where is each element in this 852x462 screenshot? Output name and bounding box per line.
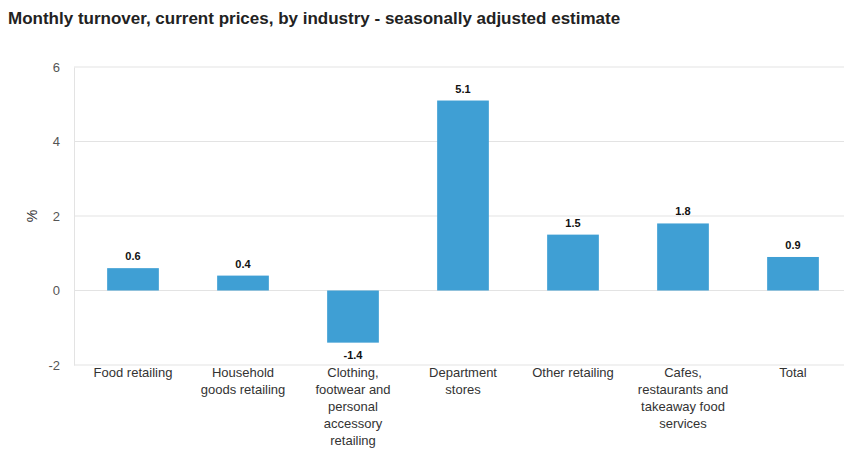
bar [437, 101, 489, 291]
y-tick-label: 6 [53, 60, 60, 75]
y-tick-label: 4 [53, 134, 60, 149]
x-tick-label-line: footwear and [315, 382, 390, 397]
chart: Monthly turnover, current prices, by ind… [0, 0, 852, 462]
x-tick-label: Total [779, 365, 807, 380]
x-tick-label-line: services [659, 416, 707, 431]
bar [657, 223, 709, 290]
y-tick: 6 [53, 60, 74, 75]
x-tick-label-line: Clothing, [327, 365, 378, 380]
data-label: 1.5 [565, 217, 580, 229]
bar [107, 268, 159, 290]
x-tick-label: Cafes, restaurants and takeaway food servic… [638, 365, 728, 431]
bar [767, 257, 819, 291]
x-tick-label-line: Total [779, 365, 807, 380]
x-tick-label-line: Cafes, [664, 365, 702, 380]
x-axis: Food retailing Household goods retailing Cl… [79, 365, 849, 448]
x-tick: Cafes, restaurants and takeaway food servic… [638, 365, 728, 431]
bar [327, 291, 379, 343]
y-axis: -2 0 2 4 6 [48, 60, 74, 373]
x-tick: Food retailing [94, 365, 173, 380]
bar [547, 235, 599, 291]
x-tick-label-line: restaurants and [638, 382, 728, 397]
x-tick-label: Department stores [429, 365, 497, 397]
grid-line [74, 67, 844, 68]
y-tick-label: 0 [53, 283, 60, 298]
y-tick: 4 [53, 134, 74, 149]
y-axis-title: % [24, 210, 40, 222]
x-tick-label: Other retailing [532, 365, 614, 380]
x-tick-label-line: goods retailing [201, 382, 286, 397]
x-tick: Other retailing [532, 365, 614, 380]
x-tick-label-line: Food retailing [94, 365, 173, 380]
x-tick-label-line: Department [429, 365, 497, 380]
x-tick-label-line: accessory [324, 416, 383, 431]
data-label: 1.8 [675, 205, 690, 217]
x-tick-label: Food retailing [94, 365, 173, 380]
x-tick-label-line: takeaway food [641, 399, 725, 414]
y-tick-label: 2 [53, 209, 60, 224]
data-label: 0.6 [125, 250, 140, 262]
x-tick: Household goods retailing [201, 365, 286, 397]
x-tick-label: Clothing, footwear and personal accessory re… [315, 365, 390, 448]
bar [217, 276, 269, 291]
title: Monthly turnover, current prices, by ind… [8, 9, 620, 28]
x-tick-label-line: retailing [330, 433, 376, 448]
bars [107, 101, 819, 343]
x-tick-label-line: Other retailing [532, 365, 614, 380]
y-tick: -2 [48, 358, 74, 373]
x-tick-label-line: stores [445, 382, 481, 397]
y-tick: 2 [53, 209, 74, 224]
x-tick: Total [779, 365, 807, 380]
data-label: 0.4 [235, 258, 251, 270]
x-tick-label-line: Household [212, 365, 274, 380]
y-tick: 0 [53, 283, 74, 298]
data-label: 0.9 [785, 239, 800, 251]
x-tick-label: Household goods retailing [201, 365, 286, 397]
data-label: -1.4 [344, 349, 364, 361]
x-tick: Department stores [429, 365, 497, 397]
y-tick-label: -2 [48, 358, 60, 373]
x-tick-label-line: personal [328, 399, 378, 414]
y-axis-line [74, 68, 75, 366]
x-tick: Clothing, footwear and personal accessory re… [315, 365, 390, 448]
grid [74, 67, 844, 365]
data-label: 5.1 [455, 83, 470, 95]
data-labels: 0.6 0.4 -1.4 5.1 1.5 1.8 0.9 [125, 83, 800, 361]
